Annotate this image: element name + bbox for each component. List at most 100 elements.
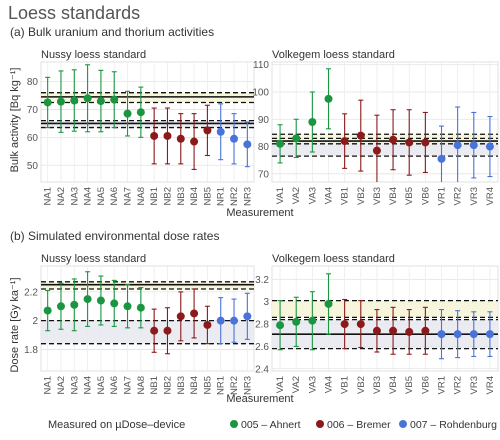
panel-b2-title: Volkegem loess standard xyxy=(272,253,395,265)
x-tick-label: NR3 xyxy=(242,376,253,395)
data-point xyxy=(83,295,92,304)
x-tick-label: VB3 xyxy=(372,376,383,394)
x-tick-label: VB6 xyxy=(420,376,431,394)
x-tick-label: NA3 xyxy=(69,187,80,205)
data-point xyxy=(324,299,333,308)
x-tick-label: VB6 xyxy=(420,187,431,205)
x-tick-label: VR3 xyxy=(469,187,480,205)
data-point xyxy=(437,154,446,163)
x-tick-label: NA7 xyxy=(123,376,134,394)
legend-marker-ahnert xyxy=(230,420,238,428)
data-point xyxy=(469,330,478,339)
x-tick-label: VR2 xyxy=(453,187,464,205)
x-tick-label: NB2 xyxy=(162,376,173,394)
data-point xyxy=(421,326,430,335)
reference-band xyxy=(272,142,498,157)
data-point xyxy=(453,141,462,150)
x-tick-label: VA1 xyxy=(275,187,286,204)
x-tick-label: VR2 xyxy=(453,376,464,394)
y-tick-label: 70 xyxy=(258,169,270,180)
x-tick-label: VA4 xyxy=(324,187,335,204)
y-tick-label: 2 xyxy=(32,316,38,327)
x-tick-label: VA3 xyxy=(307,187,318,204)
data-point xyxy=(203,126,212,135)
x-tick-label: VR1 xyxy=(437,187,448,205)
data-point xyxy=(136,303,145,312)
x-tick-label: NA8 xyxy=(136,187,147,205)
legend-label-ahnert: 005 – Ahnert xyxy=(241,419,301,431)
xlabel-b: Measurement xyxy=(226,393,293,405)
x-tick-label: VA4 xyxy=(324,376,335,393)
x-tick-label: VR1 xyxy=(437,376,448,394)
x-tick-label: VR3 xyxy=(469,376,480,394)
data-point xyxy=(308,316,317,325)
y-tick-label: 70 xyxy=(27,105,39,116)
data-point xyxy=(123,109,132,118)
data-point xyxy=(163,326,172,335)
data-point xyxy=(292,317,301,326)
x-tick-label: VA3 xyxy=(307,376,318,393)
x-tick-label: VB1 xyxy=(340,376,351,394)
data-point xyxy=(43,306,52,315)
data-point xyxy=(340,137,349,146)
data-point xyxy=(83,94,92,103)
y-tick-label: 110 xyxy=(253,60,269,71)
data-point xyxy=(163,131,172,140)
data-point xyxy=(372,146,381,155)
x-tick-label: NB3 xyxy=(176,376,187,394)
data-point xyxy=(136,108,145,117)
data-point xyxy=(216,316,225,325)
data-point xyxy=(389,326,398,335)
figure-title: Loess standards xyxy=(8,3,140,23)
y-tick-label: 2.4 xyxy=(255,364,269,375)
x-tick-label: VB2 xyxy=(356,376,367,394)
y-tick-label: 60 xyxy=(27,133,39,144)
data-point xyxy=(203,320,212,329)
section-b-title: (b) Simulated environmental dose rates xyxy=(10,229,219,243)
y-tick-label: 1.8 xyxy=(24,345,38,356)
y-tick-label: 3.2 xyxy=(255,275,269,286)
legend-title: Measured on µDose–device xyxy=(48,419,185,431)
data-point xyxy=(150,326,159,335)
x-tick-label: VB4 xyxy=(388,376,399,394)
x-tick-label: NA5 xyxy=(96,187,107,205)
y-tick-label: 2.6 xyxy=(255,342,269,353)
x-tick-label: NB4 xyxy=(189,376,200,394)
x-tick-label: NR1 xyxy=(216,187,227,206)
data-point xyxy=(176,134,185,143)
x-tick-label: NA4 xyxy=(83,376,94,394)
x-tick-label: NR2 xyxy=(229,376,240,395)
data-point xyxy=(56,302,65,311)
panel-b2: 2.4 2.6 2.8 3 3.2 VA1 VA2 VA3 VA4 VB1 VB2 VB3 VB4 VB5… xyxy=(255,265,499,394)
data-point xyxy=(276,321,285,330)
data-point xyxy=(96,97,105,106)
data-point xyxy=(356,131,365,140)
panel-a2-title: Volkegem loess standard xyxy=(272,49,395,61)
legend-label-bremer: 006 – Bremer xyxy=(327,419,391,431)
data-point xyxy=(292,134,301,143)
data-point xyxy=(70,96,79,105)
x-tick-label: NA2 xyxy=(56,187,67,205)
x-tick-label: NB1 xyxy=(149,187,160,205)
data-point xyxy=(340,320,349,329)
data-point xyxy=(372,326,381,335)
data-point xyxy=(123,302,132,311)
data-point xyxy=(389,135,398,144)
y-tick-label: 80 xyxy=(27,77,39,88)
data-point xyxy=(405,138,414,147)
x-tick-label: VB4 xyxy=(388,187,399,205)
data-point xyxy=(308,118,317,126)
x-tick-label: VB1 xyxy=(340,187,351,205)
data-point xyxy=(230,134,239,143)
y-tick-label: 100 xyxy=(252,88,269,99)
x-tick-label: NA4 xyxy=(83,187,94,205)
legend-label-rohdenburg: 007 – Rohdenburg xyxy=(410,419,497,431)
legend-marker-bremer xyxy=(316,420,324,428)
ylabel-a: Bulk activity [Bq kg⁻¹] xyxy=(9,68,21,173)
x-tick-label: NR2 xyxy=(229,187,240,206)
data-point xyxy=(150,131,159,140)
data-point xyxy=(56,97,65,106)
data-point xyxy=(176,312,185,321)
data-point xyxy=(190,137,199,146)
